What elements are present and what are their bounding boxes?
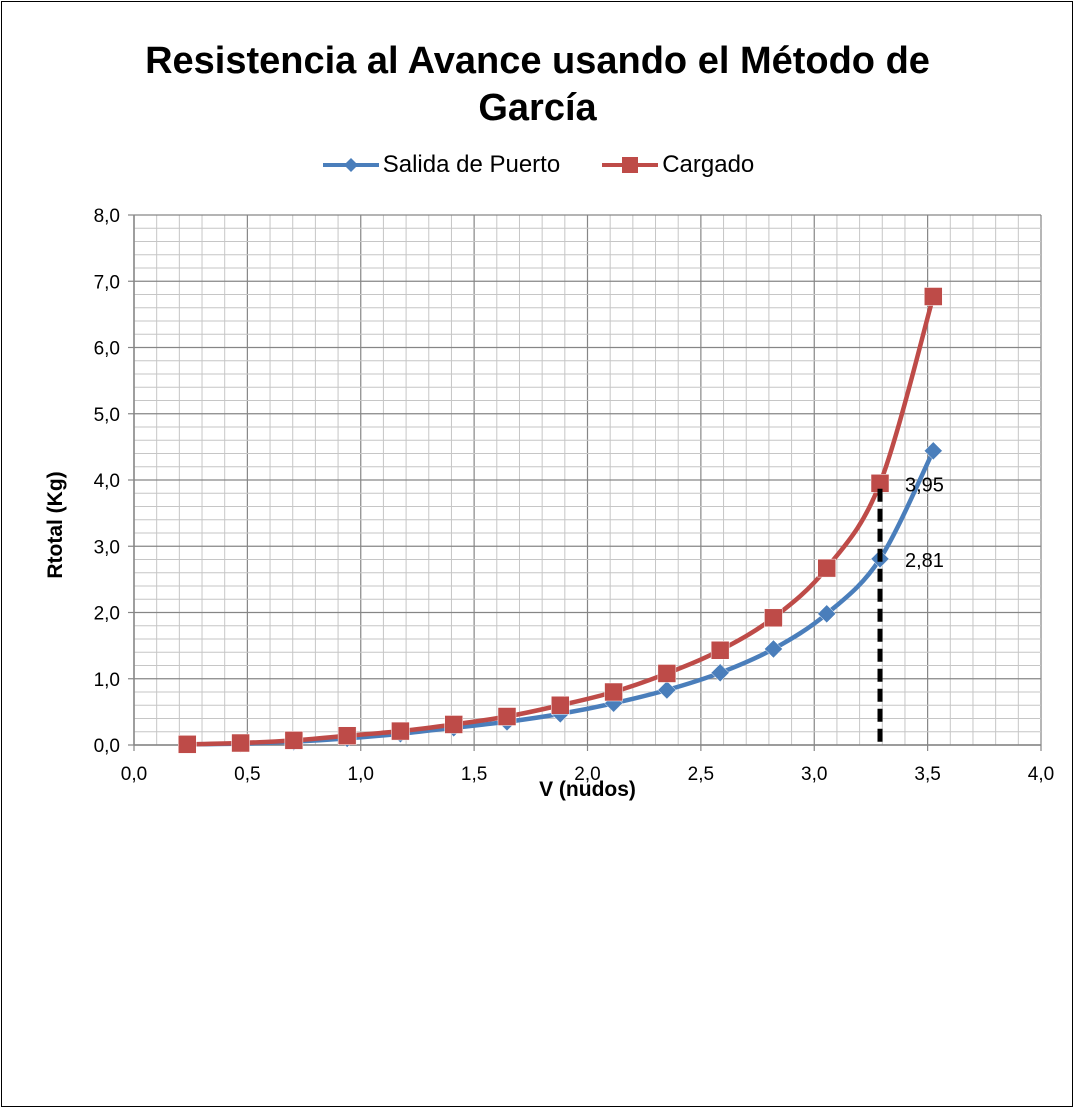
data-point-cargado xyxy=(231,733,250,753)
data-label: 2,81 xyxy=(905,550,944,572)
y-tick-label: 5,0 xyxy=(94,405,120,426)
legend-item-cargado: Cargado xyxy=(600,151,754,179)
y-tick-label: 3,0 xyxy=(94,537,120,558)
data-point-salida xyxy=(710,663,730,683)
x-tick-label: 0,0 xyxy=(121,764,147,785)
chart-title-line-2: García xyxy=(478,87,597,129)
data-point-cargado xyxy=(444,715,463,734)
x-tick-label: 4,0 xyxy=(1028,764,1054,785)
y-tick-label: 7,0 xyxy=(94,272,120,293)
chart-title-line-1: Resistencia al Avance usando el Método d… xyxy=(145,40,930,82)
chart-title: Resistencia al Avance usando el Método d… xyxy=(0,38,1075,132)
data-point-cargado xyxy=(817,558,836,578)
series-line-cargado xyxy=(187,295,936,747)
data-point-cargado xyxy=(710,641,730,660)
data-point-cargado xyxy=(657,664,677,683)
data-point-salida xyxy=(657,680,677,700)
data-point-cargado xyxy=(764,608,783,628)
legend-swatch-square xyxy=(602,157,659,173)
data-point-cargado xyxy=(284,731,304,750)
x-tick-label: 3,0 xyxy=(801,764,827,785)
data-point-cargado xyxy=(604,682,623,702)
legend-label-salida: Salida de Puerto xyxy=(382,151,561,178)
x-tick-label: 1,0 xyxy=(348,764,374,785)
data-point-cargado xyxy=(551,696,570,715)
x-tick-label: 2,5 xyxy=(688,764,714,785)
x-tick-label: 1,5 xyxy=(461,764,487,785)
x-tick-label: 0,5 xyxy=(234,764,260,785)
legend-label-cargado: Cargado xyxy=(662,151,755,178)
data-point-cargado xyxy=(924,287,943,306)
data-point-cargado xyxy=(391,721,410,741)
y-tick-label: 8,0 xyxy=(94,206,120,227)
x-axis-label: V (nudos) xyxy=(539,778,636,801)
x-tick-label: 2,0 xyxy=(574,764,600,785)
y-tick-label: 1,0 xyxy=(94,670,120,691)
data-point-salida xyxy=(923,441,943,461)
data-point-cargado xyxy=(337,726,357,745)
y-tick-label: 2,0 xyxy=(94,604,120,625)
y-tick-label: 0,0 xyxy=(94,736,120,757)
data-point-cargado xyxy=(178,735,197,754)
y-tick-label: 4,0 xyxy=(94,471,120,492)
y-axis-label: Rtotal (Kg) xyxy=(44,471,67,579)
legend-swatch-diamond xyxy=(322,158,379,172)
data-point-cargado xyxy=(497,707,517,726)
y-tick-label: 6,0 xyxy=(94,339,120,360)
data-point-salida xyxy=(764,639,783,659)
legend: Salida de Puerto Cargado xyxy=(0,148,1075,182)
x-tick-label: 3,5 xyxy=(914,764,940,785)
legend-item-salida: Salida de Puerto xyxy=(321,151,560,179)
data-label: 3,95 xyxy=(905,474,944,496)
data-point-salida xyxy=(817,604,837,624)
